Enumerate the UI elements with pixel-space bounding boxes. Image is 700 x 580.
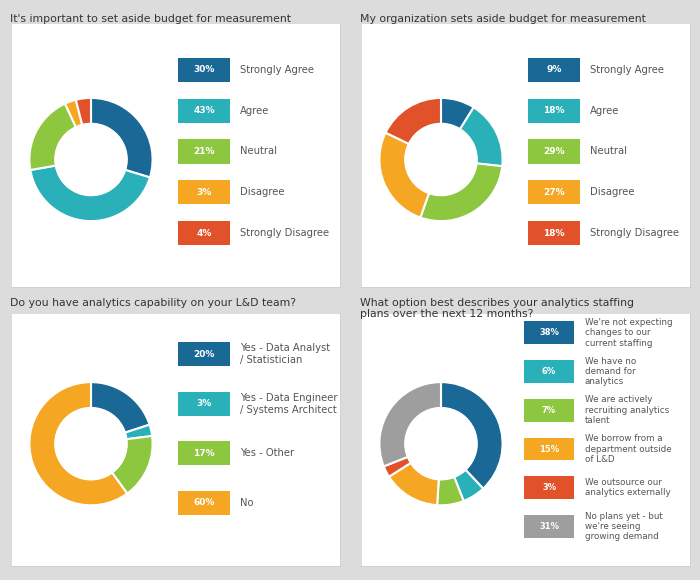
Text: 3%: 3% [542,483,556,492]
Text: Agree: Agree [240,106,270,116]
Wedge shape [29,382,127,505]
Text: Yes - Data Engineer
/ Systems Architect: Yes - Data Engineer / Systems Architect [240,393,338,415]
Text: 6%: 6% [542,367,557,376]
Text: 15%: 15% [539,444,559,454]
Text: Disagree: Disagree [590,187,635,197]
FancyBboxPatch shape [528,139,580,164]
Text: 21%: 21% [193,147,215,156]
Text: It's important to set aside budget for measurement: It's important to set aside budget for m… [10,14,291,24]
Text: Neutral: Neutral [590,147,627,157]
Text: 38%: 38% [539,328,559,337]
Text: We borrow from a
department outside
of L&D: We borrow from a department outside of L… [584,434,671,464]
Text: 3%: 3% [197,399,211,408]
Circle shape [55,408,127,480]
Text: 60%: 60% [193,498,215,508]
Wedge shape [384,457,411,477]
Wedge shape [437,477,463,505]
Text: 3%: 3% [197,188,211,197]
Text: We outsource our
analytics externally: We outsource our analytics externally [584,478,671,498]
Text: We are actively
recruiting analytics
talent: We are actively recruiting analytics tal… [584,396,669,425]
Text: 27%: 27% [543,188,565,197]
Text: 9%: 9% [546,66,561,74]
Text: Strongly Agree: Strongly Agree [590,65,664,75]
Text: 43%: 43% [193,106,215,115]
FancyBboxPatch shape [524,399,574,422]
FancyBboxPatch shape [178,58,230,82]
Wedge shape [91,382,150,433]
FancyBboxPatch shape [178,491,230,515]
FancyBboxPatch shape [528,58,580,82]
Text: 17%: 17% [193,449,215,458]
Text: 7%: 7% [542,406,556,415]
FancyBboxPatch shape [524,438,574,461]
Text: 4%: 4% [196,229,211,238]
Text: 29%: 29% [543,147,565,156]
Text: Yes - Data Analyst
/ Statistician: Yes - Data Analyst / Statistician [240,343,330,365]
FancyBboxPatch shape [524,515,574,538]
Text: Strongly Disagree: Strongly Disagree [240,228,330,238]
Circle shape [55,124,127,195]
Circle shape [405,408,477,480]
Wedge shape [379,382,441,466]
Text: Strongly Agree: Strongly Agree [240,65,314,75]
Wedge shape [389,463,439,505]
Text: We're not expecting
changes to our
current staffing: We're not expecting changes to our curre… [584,318,672,347]
FancyBboxPatch shape [524,321,574,344]
Text: Agree: Agree [590,106,620,116]
Text: What option best describes your analytics staffing
plans over the next 12 months: What option best describes your analytic… [360,298,634,319]
FancyBboxPatch shape [178,99,230,123]
Wedge shape [386,98,441,144]
FancyBboxPatch shape [524,360,574,383]
Wedge shape [125,425,152,439]
FancyBboxPatch shape [178,441,230,465]
Wedge shape [112,436,153,494]
FancyBboxPatch shape [524,477,574,499]
Text: 30%: 30% [193,66,215,74]
Wedge shape [65,100,82,127]
Text: Yes - Other: Yes - Other [240,448,295,458]
Text: No plans yet - but
we're seeing
growing demand: No plans yet - but we're seeing growing … [584,512,662,542]
Wedge shape [76,98,91,125]
Wedge shape [441,98,474,129]
Wedge shape [379,133,429,218]
FancyBboxPatch shape [178,221,230,245]
Text: Do you have analytics capability on your L&D team?: Do you have analytics capability on your… [10,298,297,307]
FancyBboxPatch shape [528,99,580,123]
Wedge shape [29,104,76,170]
Wedge shape [460,107,503,166]
Text: We have no
demand for
analytics: We have no demand for analytics [584,357,636,386]
FancyBboxPatch shape [178,342,230,367]
FancyBboxPatch shape [178,180,230,204]
Text: 20%: 20% [193,350,215,358]
FancyBboxPatch shape [528,180,580,204]
FancyBboxPatch shape [178,139,230,164]
Text: 18%: 18% [543,229,565,238]
Text: No: No [240,498,254,508]
Wedge shape [441,382,503,488]
Wedge shape [420,164,502,221]
Wedge shape [30,165,150,221]
Wedge shape [91,98,153,177]
Text: 18%: 18% [543,106,565,115]
Text: Neutral: Neutral [240,147,277,157]
Text: My organization sets aside budget for measurement: My organization sets aside budget for me… [360,14,646,24]
Text: 31%: 31% [539,522,559,531]
Text: Disagree: Disagree [240,187,285,197]
Text: Strongly Disagree: Strongly Disagree [590,228,680,238]
FancyBboxPatch shape [178,392,230,416]
FancyBboxPatch shape [528,221,580,245]
Circle shape [405,124,477,195]
Wedge shape [454,470,483,501]
